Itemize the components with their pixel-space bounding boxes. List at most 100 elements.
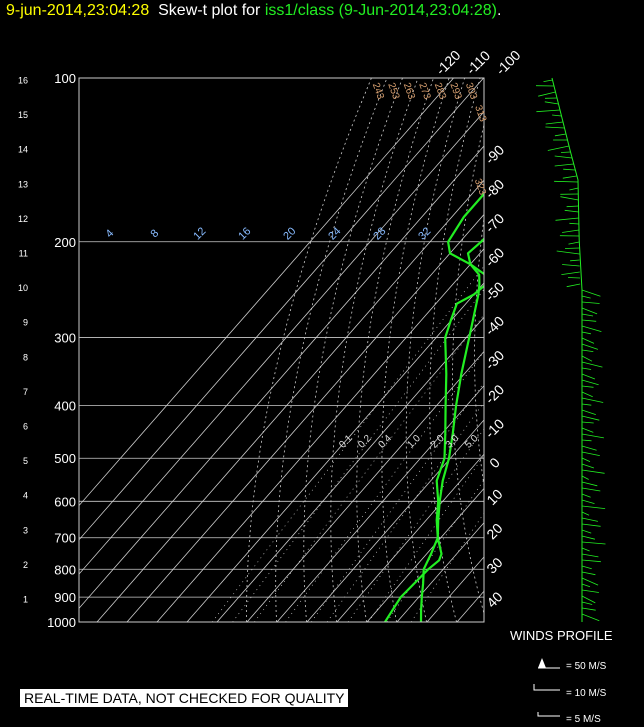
mixing-ratio-line (326, 401, 484, 622)
wind-barb (581, 301, 600, 304)
isotherm-label: -60 (482, 244, 508, 270)
wind-barb (581, 613, 600, 622)
wind-barb (581, 325, 602, 332)
pressure-tick-label: 600 (54, 494, 76, 509)
quality-warning-banner: REAL-TIME DATA, NOT CHECKED FOR QUALITY (20, 689, 349, 707)
wind-barb (581, 289, 601, 297)
isotherm-line (396, 522, 484, 622)
wind-barb (556, 250, 580, 255)
wind-barb (581, 547, 590, 552)
wind-barb (581, 487, 601, 492)
height-tick-label: 12 (18, 214, 28, 224)
legend-10-ms: = 10 M/S (566, 688, 607, 699)
isotherm-line (216, 316, 484, 622)
wind-barb (581, 523, 601, 527)
dewpoint-profile-line (384, 192, 484, 622)
dry-adiabat-line (595, 78, 644, 622)
wind-barb (581, 361, 603, 368)
isotherm-label: -100 (492, 47, 523, 78)
wind-barb (581, 511, 590, 516)
isotherm-label: -90 (482, 141, 508, 167)
dry-adiabat-label: 323 (472, 177, 488, 197)
pressure-tick-label: 100 (54, 71, 76, 86)
dry-adiabat-line (576, 78, 644, 622)
wind-barb (581, 331, 591, 335)
wind-barb (543, 79, 553, 82)
wind-barb (581, 601, 593, 605)
pressure-tick-label: 700 (54, 531, 76, 546)
title-suffix: . (496, 2, 502, 19)
wind-barb (581, 385, 594, 388)
wind-barb (566, 205, 579, 208)
wind-barb (581, 439, 592, 442)
wind-barb (581, 589, 599, 593)
mixing-ratio-line (311, 382, 484, 622)
wind-barb (581, 571, 596, 576)
wind-barb (569, 187, 579, 191)
height-tick-label: 5 (23, 456, 28, 466)
height-tick-label: 1 (23, 595, 28, 605)
wind-barb (554, 180, 579, 183)
wind-barb (581, 355, 593, 362)
wind-barb (581, 457, 591, 462)
wind-barb (581, 595, 596, 604)
isotherm-line (306, 419, 484, 622)
isotherm-label: 10 (483, 486, 505, 508)
isotherm-label: -50 (482, 278, 508, 304)
isotherm-line (79, 78, 454, 507)
wind-barb (555, 217, 579, 221)
wind-barb (560, 151, 571, 153)
wind-barb (561, 271, 580, 275)
dry-adiabat-line (429, 78, 481, 622)
height-tick-label: 14 (18, 145, 28, 155)
pressure-tick-label: 400 (54, 399, 76, 414)
wind-barb (581, 493, 591, 498)
dry-adiabat-line (537, 78, 607, 622)
isotherm-line (96, 179, 484, 622)
wind-legend-glyphs (533, 658, 560, 717)
dry-adiabat-line (630, 78, 644, 622)
isotherm-label: -20 (482, 381, 508, 407)
wind-barb (581, 463, 595, 469)
height-tick-label: 15 (18, 110, 28, 120)
isotherm-line (79, 78, 484, 541)
wind-barb (581, 517, 598, 522)
height-tick-label: 6 (23, 422, 28, 432)
wind-barb (581, 409, 596, 415)
wind-barb (567, 277, 581, 279)
isotherm-label: 20 (483, 520, 505, 542)
wind-profile (535, 77, 606, 622)
wind-barb (581, 379, 599, 386)
wind-barb (581, 367, 592, 370)
wind-barb (581, 313, 594, 317)
isotherm-line (79, 145, 484, 609)
wind-staff-line (551, 77, 583, 622)
wind-barb (566, 283, 581, 288)
wind-barb (581, 295, 591, 299)
wind-barb (581, 373, 596, 380)
wind-barb (581, 577, 599, 586)
wind-barb (581, 481, 598, 487)
wind-barb (581, 535, 595, 540)
wind-barb (581, 499, 595, 504)
dry-adiabat-line (496, 78, 547, 622)
isotherm-line (276, 385, 484, 622)
height-tick-label: 2 (23, 560, 28, 570)
wind-barb (581, 427, 594, 433)
isotherm-label: -10 (482, 415, 508, 441)
wind-barb (568, 241, 580, 245)
isotherm-label: 40 (483, 588, 505, 610)
wind-barb (562, 175, 577, 179)
wind-barb (570, 259, 580, 262)
isotherm-line (79, 111, 484, 575)
isotherm-line (126, 213, 484, 622)
dry-adiabat-line (246, 78, 372, 622)
wind-barb (581, 421, 594, 424)
isotherm-label: -30 (482, 347, 508, 373)
isotherm-line (246, 350, 484, 622)
title-timestamp: 9-jun-2014,23:04:28 (6, 2, 150, 19)
height-tick-label: 13 (18, 179, 28, 189)
chart-title: 9-jun-2014,23:04:28 Skew-t plot for iss1… (6, 2, 501, 20)
wind-barb (581, 469, 605, 474)
